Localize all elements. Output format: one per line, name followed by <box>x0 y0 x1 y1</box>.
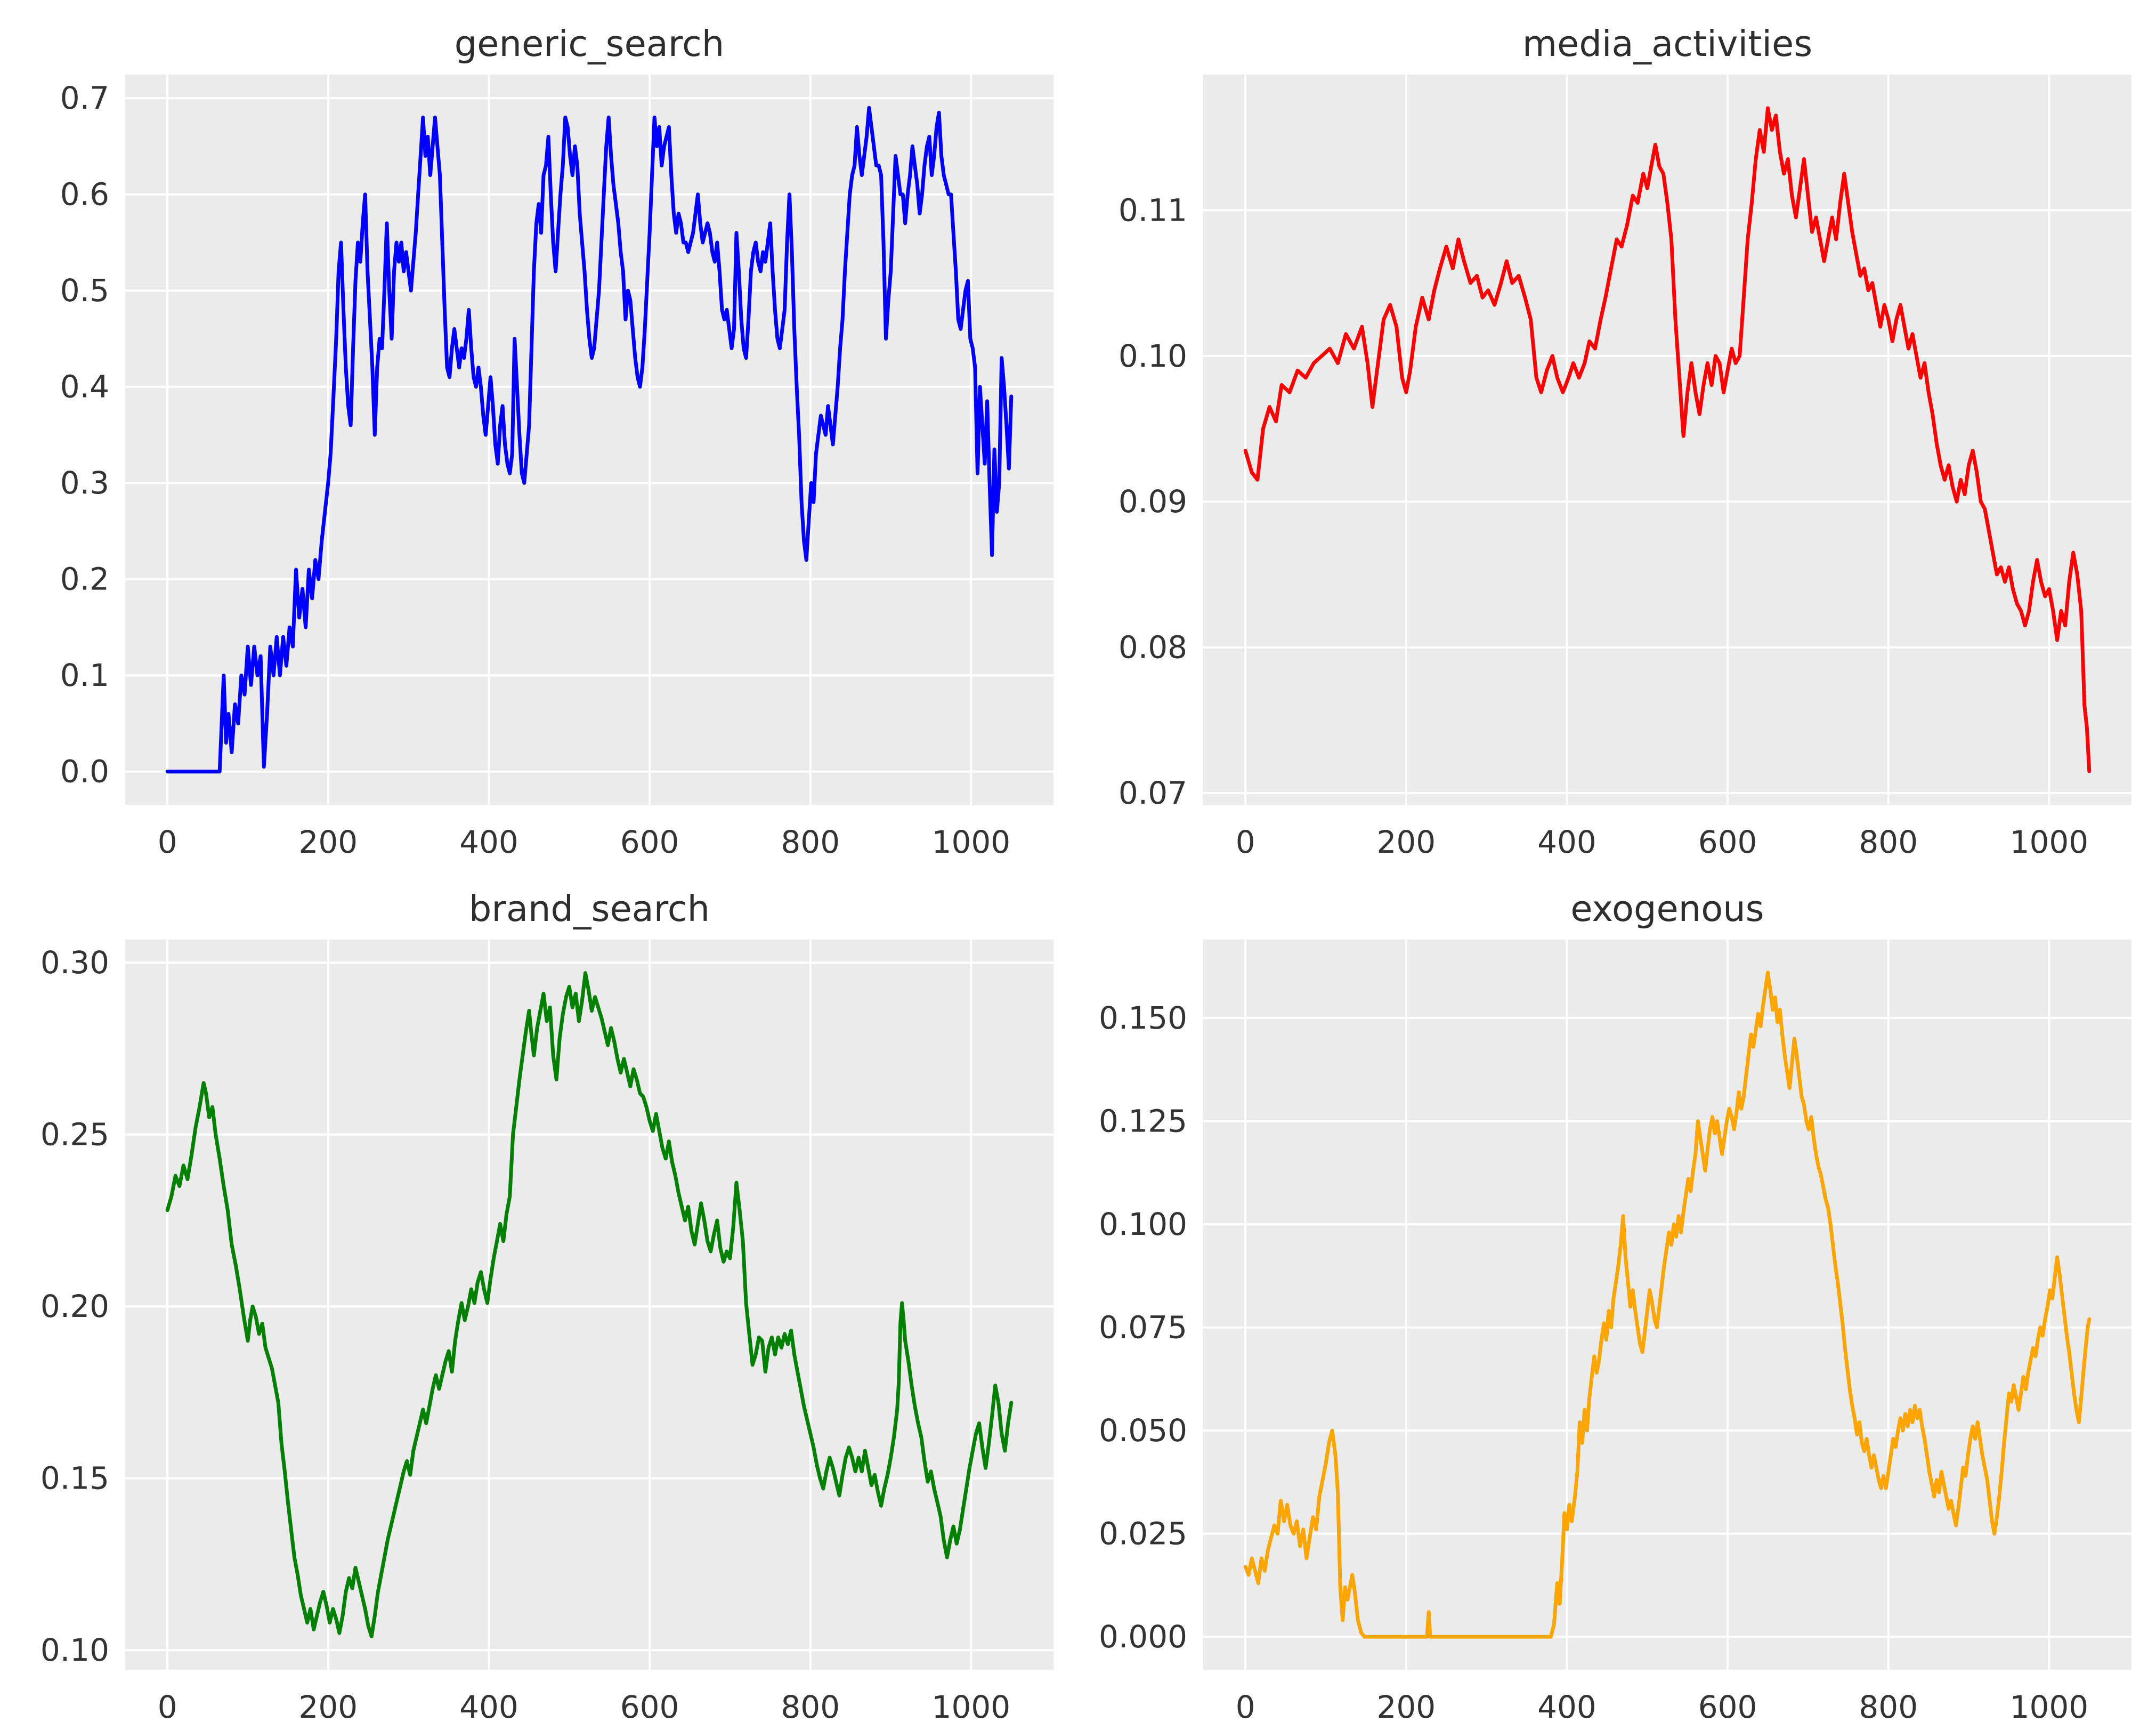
x-tick-label: 200 <box>1376 824 1436 860</box>
y-tick-label: 0.125 <box>1099 1103 1187 1139</box>
x-tick-label: 200 <box>1376 1689 1436 1725</box>
y-tick-label: 0.15 <box>40 1460 109 1497</box>
x-tick-label: 0 <box>1236 1689 1255 1725</box>
y-tick-label: 0.100 <box>1099 1206 1187 1242</box>
series-line-media_activities <box>1243 106 2092 773</box>
y-tick-label: 0.150 <box>1099 1000 1187 1036</box>
chart-title-media-activities: media_activities <box>1522 23 1812 64</box>
panel-brand-search: brand_search 0 200 400 600 800 1000 0.10 0.15 0.… <box>0 865 1078 1730</box>
y-tick-label: 0.10 <box>1118 338 1187 374</box>
y-tick-label: 0.6 <box>60 176 109 213</box>
x-tick-label: 400 <box>459 1689 518 1725</box>
y-tick-label: 0.08 <box>1118 629 1187 666</box>
series-line-exogenous <box>1243 971 2092 1639</box>
x-tick-label: 0 <box>158 824 177 860</box>
series-line-brand_search <box>165 971 1014 1638</box>
exogenous-plot-area: exogenous 0 200 400 600 800 1000 0.000 0.025 0.0… <box>1099 888 2131 1725</box>
x-tick-label: 800 <box>1859 824 1918 860</box>
brand-search-plot-area: brand_search 0 200 400 600 800 1000 0.10 0.15 0.… <box>40 888 1053 1725</box>
x-tick-label: 1000 <box>2010 824 2089 860</box>
y-tick-label: 0.075 <box>1099 1309 1187 1346</box>
y-tick-label: 0.20 <box>40 1288 109 1324</box>
y-tick-label: 0.0 <box>60 754 109 790</box>
x-tick-label: 600 <box>1698 824 1757 860</box>
y-tick-label: 0.7 <box>60 80 109 116</box>
chart-title-brand-search: brand_search <box>469 888 710 929</box>
y-tick-label: 0.30 <box>40 944 109 981</box>
panel-media-activities: media_activities 0 200 400 600 800 1000 0.07 0.… <box>1078 0 2156 865</box>
x-tick-label: 1000 <box>932 824 1011 860</box>
y-tick-label: 0.09 <box>1118 483 1187 520</box>
chart-title-exogenous: exogenous <box>1570 888 1764 929</box>
x-tick-label: 800 <box>781 824 840 860</box>
y-tick-label: 0.3 <box>60 465 109 501</box>
x-tick-label: 400 <box>459 824 518 860</box>
x-tick-label: 200 <box>298 824 358 860</box>
y-tick-label: 0.25 <box>40 1117 109 1153</box>
x-tick-label: 1000 <box>2010 1689 2089 1725</box>
y-tick-label: 0.11 <box>1118 192 1187 228</box>
plot-background <box>125 940 1053 1670</box>
x-tick-label: 600 <box>620 1689 679 1725</box>
x-tick-label: 400 <box>1537 1689 1596 1725</box>
panel-exogenous: exogenous 0 200 400 600 800 1000 0.000 0.025 0.0… <box>1078 865 2156 1730</box>
y-tick-label: 0.1 <box>60 657 109 693</box>
x-tick-label: 400 <box>1537 824 1596 860</box>
y-tick-label: 0.4 <box>60 369 109 405</box>
x-tick-label: 0 <box>1236 824 1255 860</box>
x-tick-label: 800 <box>781 1689 840 1725</box>
x-tick-label: 0 <box>158 1689 177 1725</box>
x-tick-label: 800 <box>1859 1689 1918 1725</box>
generic-search-plot-area: generic_search 0 200 400 600 800 1000 0.0 0.1 0.… <box>60 23 1053 860</box>
series-line-generic_search <box>165 106 1014 774</box>
plot-background <box>125 75 1053 805</box>
chart-title-generic-search: generic_search <box>455 23 725 64</box>
media-activities-plot-area: media_activities 0 200 400 600 800 1000 0.07 0.… <box>1118 23 2131 860</box>
x-tick-label: 1000 <box>932 1689 1011 1725</box>
y-tick-label: 0.000 <box>1099 1619 1187 1655</box>
y-tick-label: 0.025 <box>1099 1516 1187 1552</box>
panel-generic-search: generic_search 0 200 400 600 800 1000 0.0 0.1 0.… <box>0 0 1078 865</box>
y-tick-label: 0.07 <box>1118 775 1187 811</box>
y-tick-label: 0.2 <box>60 561 109 597</box>
plot-background <box>1203 75 2131 805</box>
y-tick-label: 0.5 <box>60 272 109 309</box>
x-tick-label: 200 <box>298 1689 358 1725</box>
x-tick-label: 600 <box>1698 1689 1757 1725</box>
plot-background <box>1203 940 2131 1670</box>
y-tick-label: 0.050 <box>1099 1412 1187 1449</box>
x-tick-label: 600 <box>620 824 679 860</box>
y-tick-label: 0.10 <box>40 1632 109 1668</box>
